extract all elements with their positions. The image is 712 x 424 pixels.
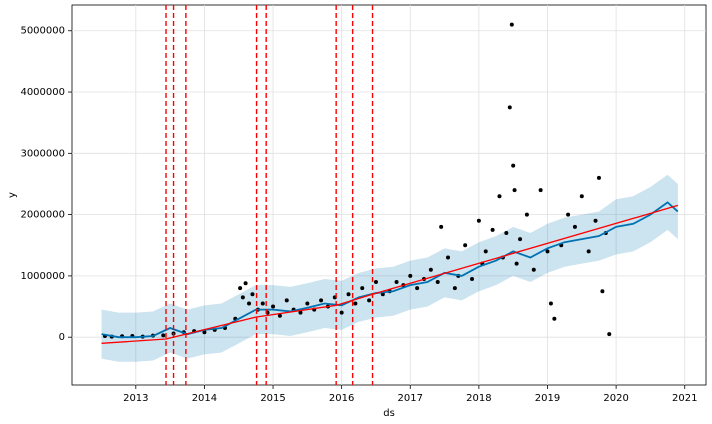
y-tick-label: 2000000 [20,210,65,221]
data-point [476,218,481,223]
data-point [552,316,557,321]
data-point [298,310,303,315]
data-point [511,163,516,168]
trend-line [101,204,679,344]
data-point [247,301,252,306]
data-point [271,304,276,309]
data-point [548,301,553,306]
data-point [161,333,166,338]
data-point [470,276,475,281]
data-point [490,227,495,232]
data-point [439,224,444,229]
data-point [596,175,601,180]
data-point [524,212,529,217]
x-tick-label: 2015 [260,393,285,404]
data-point [538,188,543,193]
x-tick-label: 2018 [466,393,491,404]
data-point [240,295,245,300]
data-point [593,218,598,223]
x-tick-label: 2020 [603,393,628,404]
data-point [408,273,413,278]
x-tick-label: 2021 [672,393,697,404]
y-tick-label: 1000000 [20,271,65,282]
x-axis-label: ds [383,408,395,419]
data-point [518,237,523,242]
data-point [446,255,451,260]
data-point [202,330,207,335]
data-point [415,286,420,291]
data-point [319,298,324,303]
y-tick-label: 3000000 [20,148,65,159]
data-point [250,292,255,297]
x-tick-label: 2016 [329,393,354,404]
data-point [373,280,378,285]
data-point [512,188,517,193]
x-tick-label: 2017 [398,393,423,404]
data-point [339,310,344,315]
y-tick-label: 5000000 [20,26,65,37]
data-point [545,249,550,254]
data-point [428,267,433,272]
data-point [579,194,584,199]
x-tick-label: 2013 [123,393,148,404]
data-point [238,286,243,291]
data-point [243,281,248,286]
data-point [305,301,310,306]
data-point [394,280,399,285]
y-tick-label: 0 [59,332,65,343]
data-point [531,267,536,272]
data-point [435,280,440,285]
y-axis-label: y [7,192,18,198]
data-point [600,289,605,294]
data-point [452,286,457,291]
data-point [566,212,571,217]
data-point [607,332,612,337]
x-tick-label: 2014 [192,393,217,404]
data-point [360,286,365,291]
y-tick-label: 4000000 [20,87,65,98]
plot-frame [71,4,707,386]
data-point [277,313,282,318]
data-point [483,249,488,254]
data-point [260,301,265,306]
data-point [497,194,502,199]
data-point [353,301,358,306]
data-point [586,249,591,254]
data-point [463,243,468,248]
data-point [504,231,509,235]
data-point [514,261,519,266]
data-point [284,298,289,303]
data-point [507,105,512,110]
data-point [346,292,351,297]
data-point [367,298,372,303]
data-point [509,22,514,27]
data-point [572,224,577,229]
x-tick-label: 2019 [535,393,560,404]
